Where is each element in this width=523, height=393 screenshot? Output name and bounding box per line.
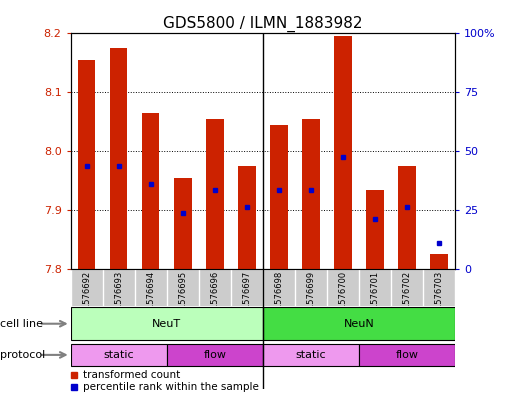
Text: GSM1576693: GSM1576693 — [114, 271, 123, 327]
Text: static: static — [295, 350, 326, 360]
Bar — [71, 344, 167, 365]
Title: GDS5800 / ILMN_1883982: GDS5800 / ILMN_1883982 — [163, 16, 362, 32]
Bar — [174, 178, 191, 269]
Text: flow: flow — [203, 350, 226, 360]
Text: NeuT: NeuT — [152, 319, 181, 329]
Bar — [167, 344, 263, 365]
Text: NeuN: NeuN — [344, 319, 374, 329]
Text: GSM1576701: GSM1576701 — [370, 271, 379, 327]
Text: GSM1576696: GSM1576696 — [210, 271, 219, 327]
Bar — [302, 119, 320, 269]
Text: protocol: protocol — [0, 350, 46, 360]
Bar — [430, 254, 448, 269]
Text: GSM1576697: GSM1576697 — [242, 271, 251, 327]
Text: GSM1576700: GSM1576700 — [338, 271, 347, 327]
Bar — [270, 125, 288, 269]
Text: static: static — [104, 350, 134, 360]
Text: transformed count: transformed count — [84, 370, 180, 380]
Bar — [398, 166, 416, 269]
Bar — [71, 307, 263, 340]
Bar — [263, 307, 455, 340]
Text: GSM1576703: GSM1576703 — [435, 271, 444, 327]
Text: GSM1576695: GSM1576695 — [178, 271, 187, 327]
Text: cell line: cell line — [0, 319, 43, 329]
Text: GSM1576702: GSM1576702 — [403, 271, 412, 327]
Bar — [366, 189, 384, 269]
Text: GSM1576692: GSM1576692 — [82, 271, 91, 327]
Text: percentile rank within the sample: percentile rank within the sample — [84, 382, 259, 392]
Bar — [359, 344, 455, 365]
Bar — [142, 113, 160, 269]
Text: GSM1576694: GSM1576694 — [146, 271, 155, 327]
Bar — [238, 166, 256, 269]
Text: flow: flow — [395, 350, 418, 360]
Bar — [206, 119, 223, 269]
Text: GSM1576699: GSM1576699 — [306, 271, 315, 327]
Bar — [334, 36, 351, 269]
Bar — [78, 60, 95, 269]
Bar — [263, 344, 359, 365]
Text: GSM1576698: GSM1576698 — [275, 271, 283, 327]
Bar — [110, 48, 128, 269]
